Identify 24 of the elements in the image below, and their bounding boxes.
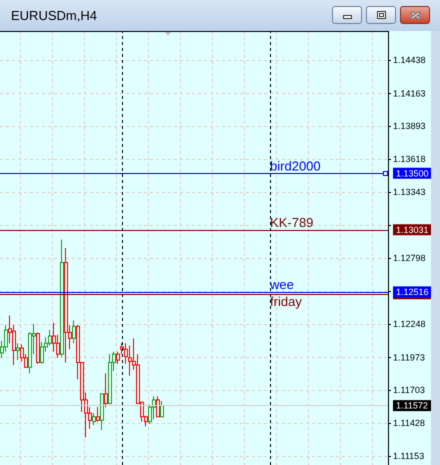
chart-title: EURUSDm,H4 xyxy=(11,8,97,23)
ref-line-label: friday xyxy=(270,294,302,309)
y-tick-label: 1.11703 xyxy=(393,384,425,395)
y-tick-label: 1.13893 xyxy=(393,120,426,131)
ref-line-label: KK-789 xyxy=(270,214,314,230)
y-tick-label: 1.11973 xyxy=(393,352,425,362)
candlestick xyxy=(156,396,160,418)
text: 1.12516 xyxy=(396,286,429,297)
text: 1.13500 xyxy=(396,168,429,178)
text: 1.13031 xyxy=(396,224,429,235)
y-tick-label: 1.11428 xyxy=(393,418,425,428)
y-tick-label: 1.14438 xyxy=(393,55,426,66)
y-tick-label: 1.14163 xyxy=(393,88,426,98)
y-tick-label: 1.12798 xyxy=(393,252,426,263)
y-tick-label: 1.11153 xyxy=(393,451,424,462)
y-tick-label: 1.12248 xyxy=(393,319,426,330)
candlestick xyxy=(108,354,112,404)
ref-line-label: wee xyxy=(269,276,294,292)
y-tick-label: 1.13343 xyxy=(393,187,426,198)
y-tick-label: 1.13618 xyxy=(393,154,426,164)
candlestick xyxy=(152,396,156,420)
text: 1.11572 xyxy=(396,400,428,411)
candlestick xyxy=(160,400,164,418)
ref-line-label: bird2000 xyxy=(270,158,321,174)
